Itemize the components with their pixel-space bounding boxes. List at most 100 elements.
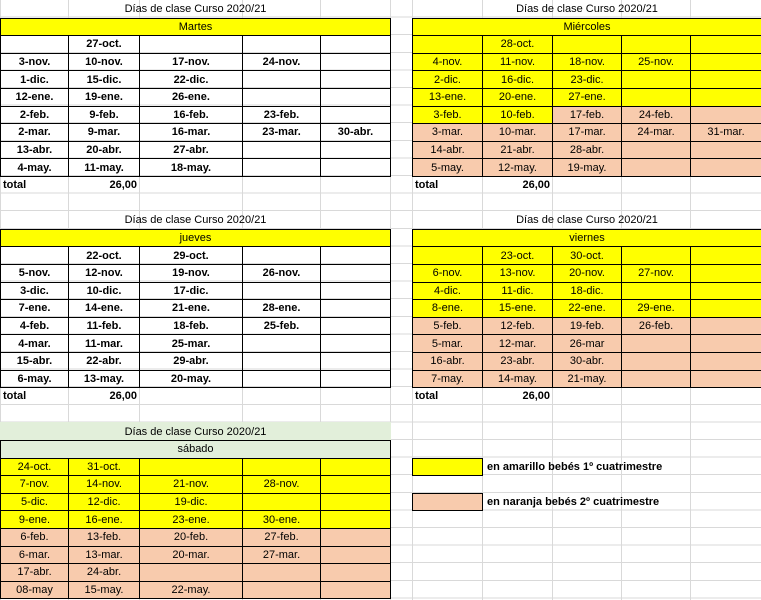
date-cell: 17-dic.: [139, 281, 243, 301]
date-cell: 22-ene.: [552, 299, 622, 318]
day-header: Martes: [0, 17, 391, 37]
date-cell: 20-mar.: [139, 545, 243, 565]
date-cell: 19-ene.: [68, 88, 140, 107]
date-cell: 5-dic.: [0, 492, 69, 512]
date-cell: 16-ene.: [68, 510, 140, 529]
date-cell: [690, 334, 761, 353]
date-cell: 26-mar: [552, 334, 622, 353]
date-cell: [621, 88, 691, 107]
date-cell: [242, 35, 321, 54]
date-cell: 11-dic.: [482, 281, 553, 301]
date-cell: 14-may.: [482, 369, 553, 389]
date-cell: [320, 492, 391, 512]
legend-swatch: [412, 457, 483, 477]
date-cell: 3-dic.: [0, 281, 69, 301]
date-cell: 19-may.: [552, 158, 622, 177]
date-cell: 3-feb.: [412, 105, 483, 125]
date-cell: [621, 70, 691, 89]
date-cell: 14-abr.: [412, 140, 483, 160]
date-cell: 9-mar.: [68, 123, 140, 142]
date-cell: [690, 35, 761, 54]
date-cell: 25-mar.: [139, 334, 243, 353]
date-cell: [0, 35, 69, 54]
date-cell: [320, 510, 391, 529]
legend-label: en naranja bebés 2º cuatrimestre: [487, 496, 660, 509]
date-cell: 25-feb.: [242, 316, 321, 336]
date-cell: [242, 281, 321, 301]
date-cell: 20-ene.: [482, 88, 553, 107]
date-cell: 28-abr.: [552, 140, 622, 160]
date-cell: 24-abr.: [68, 563, 140, 582]
date-cell: [690, 88, 761, 107]
date-cell: 24-feb.: [621, 105, 691, 125]
date-cell: 9-feb.: [68, 105, 140, 125]
date-cell: 12-mar.: [482, 334, 553, 353]
date-cell: 24-nov.: [242, 52, 321, 72]
date-cell: 4-may.: [0, 158, 69, 177]
total-label: total: [3, 390, 27, 403]
date-cell: 13-abr.: [0, 140, 69, 160]
date-cell: 27-abr.: [139, 140, 243, 160]
date-cell: 30-abr.: [320, 123, 391, 142]
block-title: Días de clase Curso 2020/21: [124, 214, 267, 227]
date-cell: [320, 52, 391, 72]
date-cell: 20-nov.: [552, 264, 622, 283]
date-cell: [242, 158, 321, 177]
date-cell: [621, 369, 691, 389]
date-cell: 7-nov.: [0, 475, 69, 494]
date-cell: 23-dic.: [552, 70, 622, 89]
date-cell: 22-may.: [139, 580, 243, 600]
date-cell: 9-ene.: [0, 510, 69, 529]
date-cell: 7-ene.: [0, 299, 69, 318]
date-cell: [690, 246, 761, 265]
date-cell: 16-feb.: [139, 105, 243, 125]
date-cell: 18-feb.: [139, 316, 243, 336]
legend-swatch: [412, 492, 483, 512]
date-cell: 3-nov.: [0, 52, 69, 72]
date-cell: [690, 281, 761, 301]
date-cell: 18-dic.: [552, 281, 622, 301]
date-cell: [320, 140, 391, 160]
date-cell: 13-feb.: [68, 528, 140, 547]
date-cell: 5-mar.: [412, 334, 483, 353]
date-cell: 24-oct.: [0, 457, 69, 477]
block-title: Días de clase Curso 2020/21: [124, 3, 267, 16]
date-cell: [320, 563, 391, 582]
date-cell: 13-may.: [68, 369, 140, 389]
date-cell: [320, 457, 391, 477]
date-cell: 27-mar.: [242, 545, 321, 565]
day-header: Miércoles: [412, 17, 761, 37]
day-header: viernes: [412, 228, 761, 248]
block-title: Días de clase Curso 2020/21: [516, 214, 658, 227]
date-cell: 18-nov.: [552, 52, 622, 72]
date-cell: 11-may.: [68, 158, 140, 177]
date-cell: 12-nov.: [68, 264, 140, 283]
date-cell: 27-feb.: [242, 528, 321, 547]
date-cell: 5-feb.: [412, 316, 483, 336]
date-cell: 13-ene.: [412, 88, 483, 107]
date-cell: [139, 457, 243, 477]
date-cell: 30-ene.: [242, 510, 321, 529]
date-cell: 24-mar.: [621, 123, 691, 142]
date-cell: 20-may.: [139, 369, 243, 389]
date-cell: 23-ene.: [139, 510, 243, 529]
date-cell: [621, 334, 691, 353]
date-cell: [320, 246, 391, 265]
date-cell: [621, 140, 691, 160]
date-cell: 22-oct.: [68, 246, 140, 265]
date-cell: [242, 334, 321, 353]
date-cell: 29-abr.: [139, 352, 243, 371]
date-cell: [412, 35, 483, 54]
date-cell: 14-nov.: [68, 475, 140, 494]
date-cell: [320, 158, 391, 177]
date-cell: [690, 70, 761, 89]
date-cell: 17-feb.: [552, 105, 622, 125]
total-value: 26,00: [522, 390, 550, 403]
day-header: jueves: [0, 228, 391, 248]
date-cell: [242, 580, 321, 600]
date-cell: 5-nov.: [0, 264, 69, 283]
date-cell: 26-ene.: [139, 88, 243, 107]
total-label: total: [415, 179, 439, 192]
date-cell: 13-nov.: [482, 264, 553, 283]
date-cell: 19-nov.: [139, 264, 243, 283]
